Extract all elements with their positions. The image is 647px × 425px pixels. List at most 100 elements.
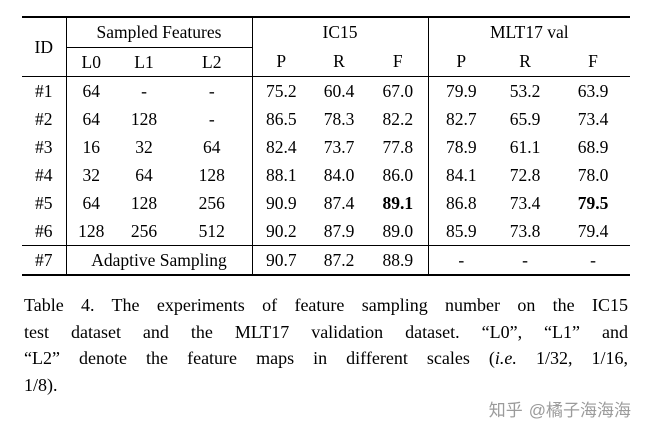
cell-ic15-p: 90.9 bbox=[265, 192, 297, 213]
cell-mlt17-f: 73.4 bbox=[577, 108, 609, 129]
caption-line: “L2” denote the feature maps in differen… bbox=[24, 345, 628, 372]
table-row-adaptive: #7 Adaptive Sampling 90.7 87.2 88.9 - - … bbox=[22, 245, 631, 275]
header-l0: L0 bbox=[66, 47, 116, 77]
cell-ic15-f: 86.0 bbox=[368, 161, 429, 189]
caption-text: 1/32, 1/16, bbox=[516, 348, 628, 368]
cell-l1: - bbox=[141, 80, 147, 101]
cell-mlt17-f: 79.4 bbox=[577, 220, 609, 241]
row-id: #4 bbox=[22, 161, 67, 189]
cell-l2: 128 bbox=[172, 161, 253, 189]
cell-ic15-p: 88.1 bbox=[265, 164, 297, 185]
results-table: ID Sampled Features IC15 MLT17 val L0 L1… bbox=[22, 16, 631, 276]
cell-mlt17-r: 61.1 bbox=[509, 136, 541, 157]
cell-l0: 64 bbox=[82, 80, 101, 101]
cell-ic15-f: 82.2 bbox=[368, 105, 429, 133]
cell-mlt17-p: 86.8 bbox=[445, 192, 477, 213]
table-row: #3 16 32 64 82.4 73.7 77.8 78.9 61.1 68.… bbox=[22, 133, 630, 161]
header-id: ID bbox=[22, 17, 67, 77]
header-row-columns: L0 L1 L2 P R F P R F bbox=[22, 47, 631, 77]
row-id: #7 bbox=[22, 245, 67, 275]
header-ic15-r: R bbox=[310, 47, 369, 77]
table-row: #6 128 256 512 90.2 87.9 89.0 85.9 73.8 … bbox=[22, 217, 630, 246]
table-row: #5 64 128 256 90.9 87.4 89.1 86.8 73.4 7… bbox=[22, 189, 630, 217]
header-group-sampled-features: Sampled Features bbox=[66, 17, 253, 48]
cell-l0: 64 bbox=[82, 192, 101, 213]
header-l2: L2 bbox=[172, 47, 253, 77]
header-group-ic15: IC15 bbox=[252, 17, 429, 48]
watermark: 知乎 @橘子海海海 bbox=[489, 396, 631, 421]
cell-mlt17-r: 72.8 bbox=[509, 164, 541, 185]
cell-ic15-f: 67.0 bbox=[368, 76, 429, 105]
cell-ic15-f: 77.8 bbox=[368, 133, 429, 161]
cell-ic15-p: 86.5 bbox=[265, 108, 297, 129]
cell-mlt17-p: 84.1 bbox=[445, 164, 477, 185]
table-row: #4 32 64 128 88.1 84.0 86.0 84.1 72.8 78… bbox=[22, 161, 630, 189]
cell-mlt17-f: 68.9 bbox=[577, 136, 609, 157]
cell-ic15-p: 82.4 bbox=[265, 136, 297, 157]
cell-ic15-f: 89.0 bbox=[368, 217, 429, 246]
caption-text: “L2” denote the feature maps in differen… bbox=[24, 348, 495, 368]
cell-mlt17-p: 82.7 bbox=[445, 108, 477, 129]
watermark-handle: @橘子海海海 bbox=[528, 401, 631, 420]
header-mlt17-r: R bbox=[494, 47, 557, 77]
cell-ic15-f-best: 89.1 bbox=[368, 189, 429, 217]
cell-l0: 16 bbox=[82, 136, 101, 157]
cell-mlt17-r: - bbox=[494, 245, 557, 275]
cell-ic15-r: 84.0 bbox=[323, 164, 355, 185]
caption-line: Table 4. The experiments of feature samp… bbox=[24, 295, 628, 315]
cell-l2: 256 bbox=[172, 189, 253, 217]
cell-mlt17-p: - bbox=[428, 245, 495, 275]
cell-ic15-f: 88.9 bbox=[368, 245, 429, 275]
caption-ie-italic: i.e. bbox=[494, 348, 517, 368]
cell-mlt17-r: 73.8 bbox=[509, 220, 541, 241]
cell-mlt17-p: 78.9 bbox=[445, 136, 477, 157]
cell-l1: 128 bbox=[130, 108, 158, 129]
cell-l2: - bbox=[172, 76, 253, 105]
cell-l1: 128 bbox=[130, 192, 158, 213]
row-id: #5 bbox=[22, 189, 67, 217]
table-row: #1 64 - - 75.2 60.4 67.0 79.9 53.2 63.9 bbox=[22, 76, 630, 105]
cell-mlt17-p: 85.9 bbox=[445, 220, 477, 241]
cell-mlt17-f: 78.0 bbox=[577, 164, 609, 185]
cell-ic15-r: 60.4 bbox=[323, 80, 355, 101]
cell-ic15-p: 90.2 bbox=[265, 220, 297, 241]
cell-mlt17-f-best: 79.5 bbox=[577, 192, 609, 213]
cell-l2: 512 bbox=[172, 217, 253, 246]
cell-mlt17-r: 53.2 bbox=[509, 80, 541, 101]
zhihu-logo-text: 知乎 bbox=[488, 401, 523, 420]
header-mlt17-p: P bbox=[428, 47, 495, 77]
row-id: #6 bbox=[22, 217, 67, 246]
header-row-groups: ID Sampled Features IC15 MLT17 val bbox=[22, 17, 630, 77]
header-group-mlt17: MLT17 val bbox=[490, 22, 569, 43]
cell-l0: 32 bbox=[82, 164, 101, 185]
row-id: #3 bbox=[22, 133, 67, 161]
cell-ic15-r: 73.7 bbox=[323, 136, 355, 157]
cell-mlt17-r: 73.4 bbox=[509, 192, 541, 213]
cell-l0: 64 bbox=[82, 108, 101, 129]
table-row: #2 64 128 - 86.5 78.3 82.2 82.7 65.9 73.… bbox=[22, 105, 630, 133]
caption-line: 1/8). bbox=[24, 374, 58, 395]
header-ic15-p: P bbox=[252, 47, 311, 77]
cell-l2: 64 bbox=[172, 133, 253, 161]
cell-ic15-p: 90.7 bbox=[252, 245, 311, 275]
header-ic15-f: F bbox=[368, 47, 429, 77]
cell-mlt17-r: 65.9 bbox=[509, 108, 541, 129]
cell-mlt17-f: 63.9 bbox=[577, 80, 609, 101]
header-mlt17-f: F bbox=[556, 47, 631, 77]
cell-ic15-r: 87.9 bbox=[323, 220, 355, 241]
cell-l1: 256 bbox=[130, 220, 158, 241]
row-id: #2 bbox=[22, 105, 67, 133]
row-id: #1 bbox=[22, 76, 67, 105]
caption-line: test dataset and the MLT17 validation da… bbox=[24, 321, 628, 342]
cell-ic15-p: 75.2 bbox=[265, 80, 297, 101]
cell-l1: 64 bbox=[135, 164, 153, 185]
cell-ic15-r: 87.2 bbox=[310, 245, 369, 275]
cell-mlt17-p: 79.9 bbox=[445, 80, 477, 101]
cell-l1: 32 bbox=[135, 136, 153, 157]
cell-ic15-r: 78.3 bbox=[323, 108, 355, 129]
table-caption: Table 4. The experiments of feature samp… bbox=[24, 292, 628, 398]
cell-l0: 128 bbox=[78, 220, 105, 241]
cell-adaptive-sampling: Adaptive Sampling bbox=[66, 245, 253, 275]
cell-mlt17-f: - bbox=[556, 245, 631, 275]
